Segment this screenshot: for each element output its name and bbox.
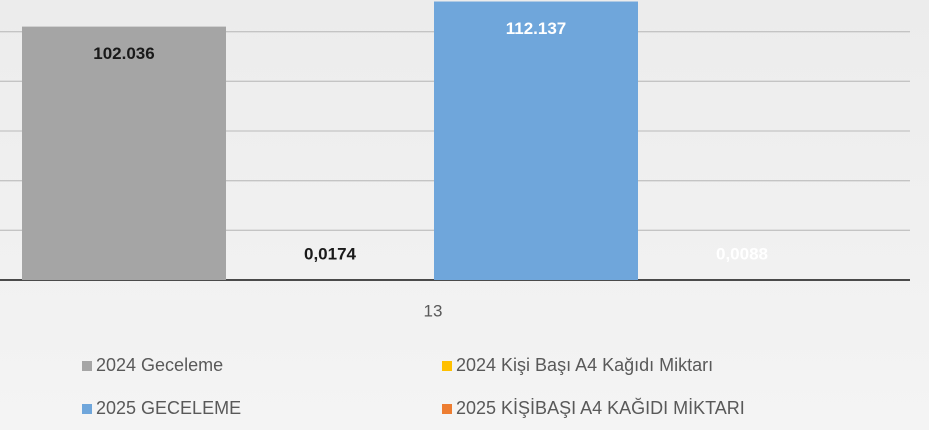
- data-label: 0,0174: [304, 244, 357, 263]
- legend-marker: [82, 361, 92, 371]
- legend-label: 2025 GECELEME: [96, 398, 241, 418]
- legend-marker: [442, 361, 452, 371]
- bar: [22, 26, 226, 281]
- x-tick-label: 13: [424, 301, 443, 320]
- bar: [434, 1, 638, 280]
- data-label: 112.137: [506, 19, 567, 38]
- legend-label: 2025 KİŞİBAŞI A4 KAĞIDI MİKTARI: [456, 397, 745, 418]
- legend-marker: [82, 404, 92, 414]
- legend-label: 2024 Kişi Başı A4 Kağıdı Miktarı: [456, 355, 713, 375]
- legend-marker: [442, 404, 452, 414]
- data-label: 102.036: [93, 44, 154, 63]
- data-label: 0,0088: [716, 244, 768, 263]
- legend-label: 2024 Geceleme: [96, 355, 223, 375]
